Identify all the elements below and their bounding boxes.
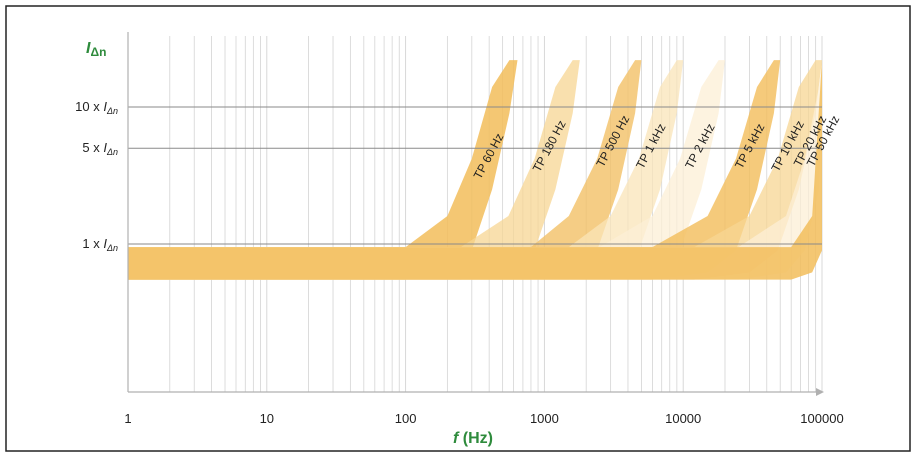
tick-labels: 1 10 100 1000 10000 100000 [124,411,843,426]
x-tick-label: 100 [395,411,417,426]
reference-lines: 10 x IΔn 5 x IΔn 1 x IΔn [75,99,822,253]
x-axis-arrow [816,388,824,396]
reference-label-1: 1 x IΔn [82,236,118,253]
y-axis-title: IΔn [86,40,106,59]
x-tick-label: 10 [260,411,274,426]
axis-titles: IΔn f (Hz) [86,40,493,447]
reference-label-5: 5 x IΔn [82,140,118,157]
axes [127,32,824,396]
x-tick-label: 10000 [665,411,701,426]
x-axis-title: f (Hz) [453,430,493,447]
reference-label-10: 10 x IΔn [75,99,118,116]
x-tick-label: 1 [124,411,131,426]
frequency-bands [128,60,822,280]
x-tick-label: 1000 [530,411,559,426]
band-tp-50-khz [128,60,822,280]
x-tick-label: 100000 [800,411,843,426]
